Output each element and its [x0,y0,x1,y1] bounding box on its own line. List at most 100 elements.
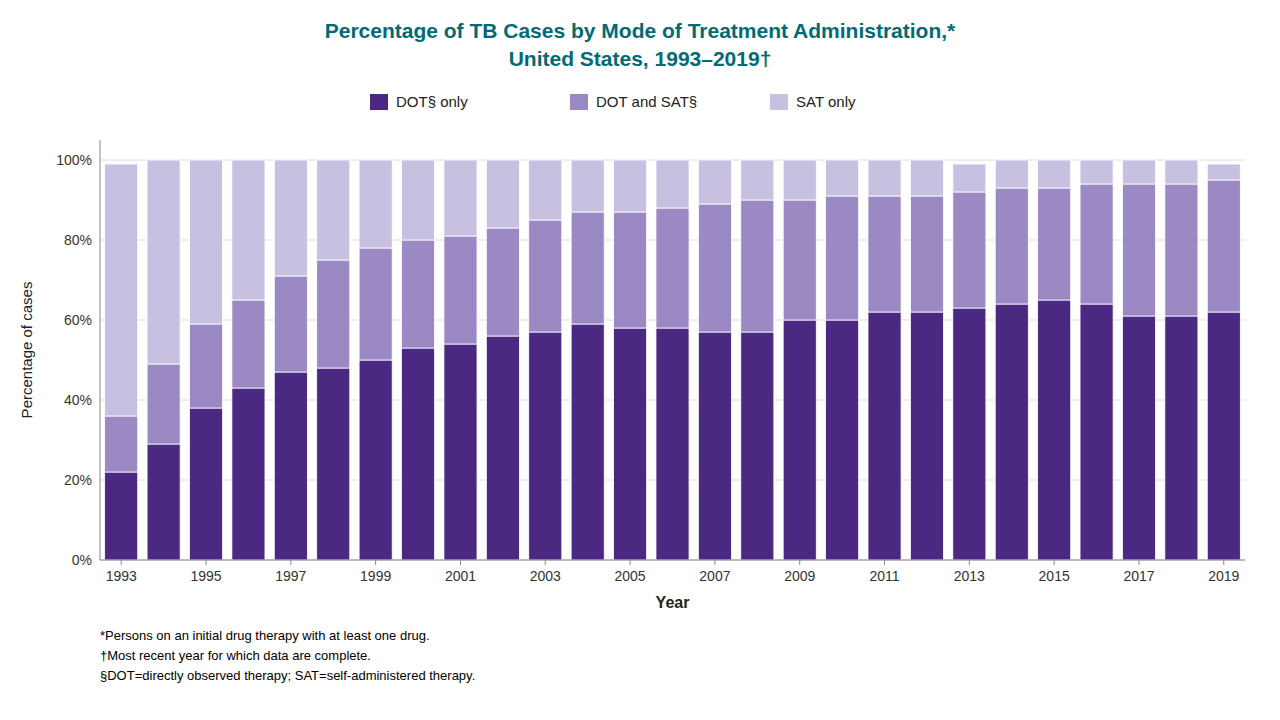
bar-segment [317,260,350,368]
bar-segment [1122,316,1155,560]
bar-segment [698,160,731,204]
bar-segment [656,328,689,560]
x-tick [630,560,631,565]
bar-segment [189,324,222,408]
bar-segment [910,312,943,560]
x-tick-label: 1997 [275,568,306,584]
bar-segment [614,328,647,560]
bar-segment [1165,316,1198,560]
legend-swatch [770,94,788,110]
bar-segment [274,160,307,276]
bar-segment [826,196,859,320]
bar-segment [529,332,562,560]
x-tick [969,560,970,565]
bar-segment [147,160,180,364]
x-tick [545,560,546,565]
legend: DOT§ onlyDOT and SAT§SAT only [370,93,856,110]
y-tick-label: 20% [64,472,92,488]
bar-segment [105,416,138,472]
bar-segment [868,196,901,312]
x-tick [714,560,715,565]
x-tick [1223,560,1224,565]
bar-segment [1080,184,1113,304]
x-tick-label: 1993 [106,568,137,584]
bar-segment [317,368,350,560]
bar-segment [359,160,392,248]
bar-segment [1038,300,1071,560]
bar-segment [995,160,1028,188]
bars [105,160,1241,560]
x-tick-label: 2003 [530,568,561,584]
bar-segment [910,196,943,312]
x-tick-label: 1999 [360,568,391,584]
bar-segment [741,200,774,332]
bar-segment [232,160,265,300]
bar-segment [444,160,477,236]
footnote: †Most recent year for which data are com… [100,648,371,663]
bar-segment [1165,160,1198,184]
bar-segment [486,336,519,560]
x-tick-label: 2011 [869,568,899,584]
bar-segment [741,160,774,200]
bar-segment [402,240,435,348]
bar-segment [529,160,562,220]
y-tick-label: 80% [64,232,92,248]
y-tick-label: 100% [56,152,92,168]
bar-segment [1080,160,1113,184]
bar-segment [232,388,265,560]
bar-segment [444,236,477,344]
x-tick-label: 2019 [1208,568,1239,584]
bar-segment [953,164,986,192]
bar-segment [359,248,392,360]
bar-segment [147,444,180,560]
chart: Percentage of TB Cases by Mode of Treatm… [0,0,1280,720]
x-tick [1138,560,1139,565]
x-tick [884,560,885,565]
legend-label: DOT§ only [396,93,468,110]
x-tick-label: 2001 [445,568,476,584]
x-tick [290,560,291,565]
bar-segment [317,160,350,260]
x-tick-label: 2013 [954,568,985,584]
bar-segment [953,192,986,308]
bar-segment [783,200,816,320]
y-tick-label: 60% [64,312,92,328]
bar-segment [105,472,138,560]
bar-segment [1122,160,1155,184]
bar-segment [656,160,689,208]
x-axis: 1993199519971999200120032005200720092011… [100,560,1245,584]
bar-segment [1080,304,1113,560]
x-axis-line [100,560,1245,561]
title: Percentage of TB Cases by Mode of Treatm… [325,19,956,42]
bar-segment [189,160,222,324]
bar-segment [995,188,1028,304]
bar-segment [614,212,647,328]
y-axis-label: Percentage of cases [18,282,35,419]
bar-segment [571,160,604,212]
x-tick-label: 2005 [615,568,646,584]
bar-segment [783,320,816,560]
bar-segment [741,332,774,560]
bar-segment [1038,160,1071,188]
legend-swatch [370,94,388,110]
bar-segment [1038,188,1071,300]
x-tick [206,560,207,565]
bar-segment [698,204,731,332]
x-tick-label: 1995 [190,568,221,584]
y-axis-line [100,140,101,560]
bar-segment [232,300,265,388]
y-tick-label: 0% [72,552,92,568]
bar-segment [486,160,519,228]
bar-segment [698,332,731,560]
bar-segment [826,160,859,196]
legend-swatch [570,94,588,110]
bar-segment [189,408,222,560]
y-axis: 0%20%40%60%80%100% [56,140,1245,568]
grid-line [100,560,1245,561]
bar-segment [826,320,859,560]
bar-segment [147,364,180,444]
x-tick [1054,560,1055,565]
bar-segment [274,372,307,560]
x-tick [460,560,461,565]
bar-segment [402,160,435,240]
